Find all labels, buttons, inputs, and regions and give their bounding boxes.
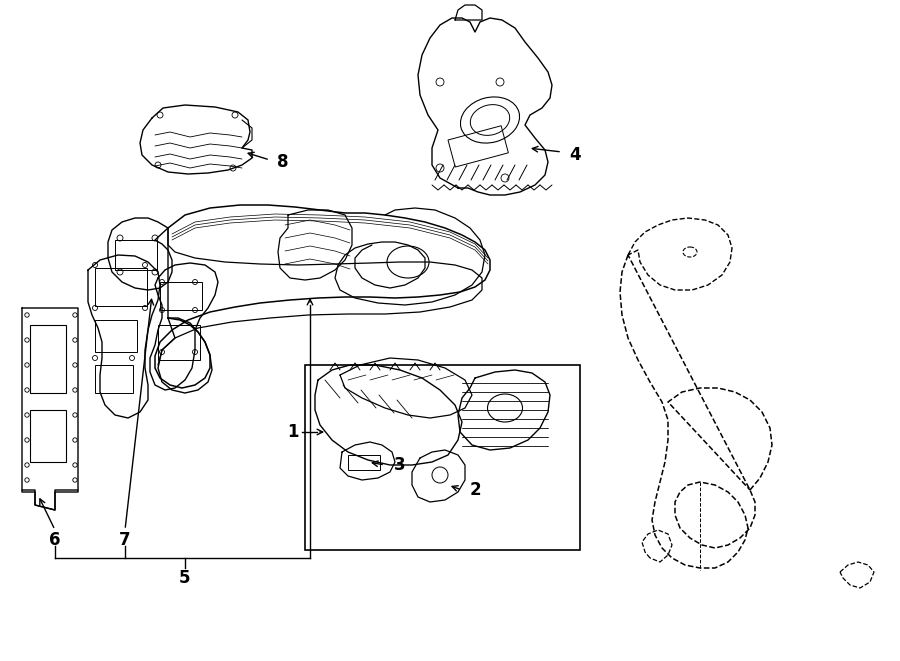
- Bar: [95, 320, 137, 352]
- Bar: [160, 282, 202, 310]
- Bar: [30, 325, 66, 393]
- Text: 7: 7: [119, 531, 130, 549]
- Bar: [158, 325, 200, 360]
- Bar: [95, 365, 133, 393]
- Text: 8: 8: [277, 153, 289, 171]
- Text: 2: 2: [469, 481, 481, 499]
- Bar: [30, 410, 66, 462]
- Bar: [448, 126, 508, 167]
- Bar: [115, 240, 157, 270]
- Text: 3: 3: [394, 456, 406, 474]
- Text: 1: 1: [287, 423, 299, 441]
- Bar: [348, 455, 380, 470]
- Text: 4: 4: [569, 146, 580, 164]
- Bar: [95, 268, 147, 306]
- Text: 5: 5: [179, 569, 191, 587]
- Bar: [305, 365, 580, 550]
- Text: 6: 6: [50, 531, 61, 549]
